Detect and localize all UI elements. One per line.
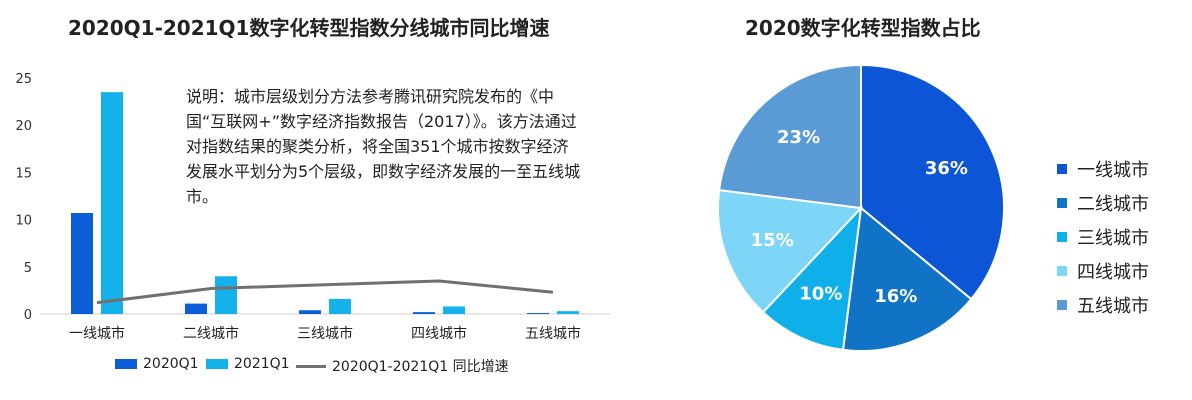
pie-legend-label: 五线城市	[1077, 296, 1149, 317]
legend-item-2020q1: 2020Q1	[115, 356, 199, 372]
bar-2021q1	[557, 311, 579, 314]
legend-swatch-growth	[296, 364, 326, 368]
pie-legend-item: 一线城市	[1057, 152, 1149, 186]
pie-legend-swatch	[1057, 266, 1067, 276]
y-tick-label: 15	[15, 166, 32, 181]
pie-legend-item: 四线城市	[1057, 254, 1149, 288]
pie-slice-label: 36%	[925, 158, 968, 179]
bar-chart-title: 2020Q1-2021Q1数字化转型指数分线城市同比增速	[68, 16, 550, 40]
pie-slice-label: 16%	[874, 286, 917, 307]
legend-swatch-2021q1	[206, 359, 228, 369]
pie-legend-swatch	[1057, 164, 1067, 174]
x-category-label: 四线城市	[411, 325, 467, 342]
x-category-label: 三线城市	[297, 325, 353, 342]
chart-note: 说明：城市层级划分方法参考腾讯研究院发布的《中国“互联网+”数字经济指数报告（2…	[186, 87, 581, 206]
legend-item-growth: 2020Q1-2021Q1 同比增速	[296, 356, 509, 376]
x-category-label: 五线城市	[525, 325, 581, 342]
bar-2021q1	[101, 92, 123, 314]
y-tick-label: 25	[15, 72, 32, 87]
pie-legend-swatch	[1057, 198, 1067, 208]
y-tick-label: 5	[24, 261, 32, 276]
pie-chart-title: 2020数字化转型指数占比	[745, 16, 981, 40]
pie-legend-label: 三线城市	[1077, 228, 1149, 249]
pie-slice-label: 23%	[777, 127, 820, 148]
bar-2021q1	[329, 298, 351, 314]
pie-legend-item: 五线城市	[1057, 288, 1149, 322]
bar-2020q1	[527, 313, 549, 314]
legend-label-2020q1: 2020Q1	[143, 356, 199, 372]
pie-slice-label: 15%	[751, 230, 794, 251]
pie-slice	[860, 63, 1005, 301]
legend-label-growth: 2020Q1-2021Q1 同比增速	[332, 359, 509, 375]
legend-label-2021q1: 2021Q1	[234, 356, 290, 372]
x-category-label: 二线城市	[183, 325, 239, 342]
y-tick-label: 10	[15, 214, 32, 229]
pie-legend-item: 二线城市	[1057, 186, 1149, 220]
pie-slice	[717, 188, 864, 314]
bar-2020q1	[299, 310, 321, 314]
pie-legend: 一线城市二线城市三线城市四线城市五线城市	[1057, 152, 1149, 322]
pie-legend-label: 一线城市	[1077, 160, 1149, 181]
legend-item-2021q1: 2021Q1	[206, 356, 290, 372]
y-tick-label: 20	[15, 119, 32, 134]
pie-legend-swatch	[1057, 300, 1067, 310]
bar-2021q1	[443, 306, 465, 314]
bar-2020q1	[185, 303, 207, 314]
bar-2021q1	[215, 276, 237, 314]
pie-slice	[841, 206, 973, 352]
pie-slice	[761, 205, 863, 351]
pie-legend-label: 二线城市	[1077, 194, 1149, 215]
pie-legend-item: 三线城市	[1057, 220, 1149, 254]
bar-2020q1	[71, 212, 93, 314]
bar-2020q1	[413, 312, 435, 314]
x-category-label: 一线城市	[69, 325, 125, 342]
pie-legend-swatch	[1057, 232, 1067, 242]
growth-rate-line	[96, 279, 554, 305]
legend-swatch-2020q1	[115, 359, 137, 369]
y-tick-label: 0	[24, 308, 32, 323]
pie-slice-label: 10%	[799, 283, 842, 304]
pie-slice	[718, 63, 862, 210]
pie-legend-label: 四线城市	[1077, 262, 1149, 283]
